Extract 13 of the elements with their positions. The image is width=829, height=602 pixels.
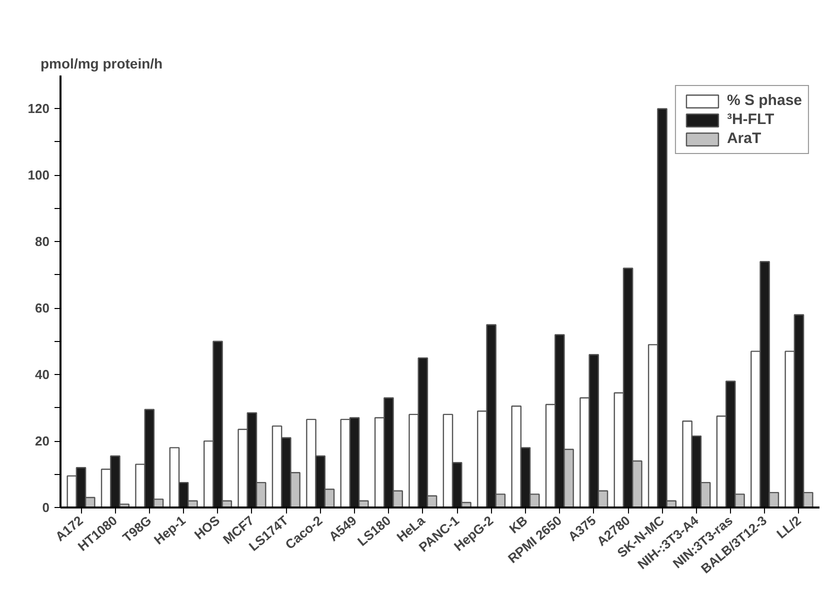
y-axis-title: pmol/mg protein/h [40,56,163,72]
y-tick-label: 60 [35,300,50,316]
y-tick-label: 0 [42,500,50,515]
y-tick-label: 40 [35,367,50,382]
legend-label: AraT [726,130,762,147]
x-tick-label: KB [506,512,530,536]
y-tick-label: 120 [28,101,50,116]
y-tick-label: 80 [35,234,50,250]
x-tick-label: LL/2 [774,512,804,542]
y-tick-label: 100 [28,168,50,183]
legend-label: ³H-FLT [726,111,774,128]
legend-label: % S phase [726,92,802,109]
y-tick-label: 20 [35,434,50,449]
